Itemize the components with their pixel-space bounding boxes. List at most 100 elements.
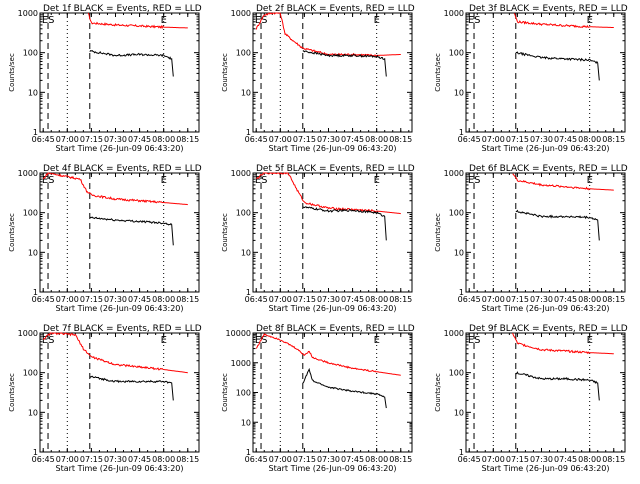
marker-label: ES <box>42 175 55 186</box>
plot-frame <box>39 12 200 133</box>
panel-title: Det 1f BLACK = Events, RED = LLD <box>43 4 202 14</box>
x-tick-label: 07:45 <box>128 455 151 464</box>
x-tick-label: 07:30 <box>104 455 127 464</box>
y-tick-label: 1000 <box>231 169 251 178</box>
x-axis-label: Start Time (26-Jun-09 06:43:20) <box>269 144 397 153</box>
panel-det-5: Det 5f BLACK = Events, RED = LLD 1 10 100 10… <box>221 164 415 313</box>
series-events-line <box>515 371 600 401</box>
x-tick-label: 07:45 <box>341 455 364 464</box>
y-tick-label: 1000 <box>444 329 464 338</box>
x-tick-label: 07:15 <box>80 135 103 144</box>
x-tick-label: 07:30 <box>317 455 340 464</box>
x-tick-label: 07:45 <box>554 135 577 144</box>
x-tick-label: 07:30 <box>530 455 553 464</box>
x-tick-label: 07:00 <box>482 295 505 304</box>
x-tick-label: 07:45 <box>341 295 364 304</box>
plot-frame <box>252 332 413 453</box>
x-tick-label: 08:15 <box>176 295 199 304</box>
y-axis-label: Counts/sec <box>434 213 442 252</box>
y-tick-label: 1 <box>246 288 251 297</box>
y-tick-label: 100 <box>23 209 38 218</box>
x-tick-label: 06:45 <box>32 135 55 144</box>
x-axis-label: Start Time (26-Jun-09 06:43:20) <box>269 304 397 313</box>
x-tick-label: 08:15 <box>602 295 625 304</box>
marker-label: ES <box>255 175 268 186</box>
x-tick-label: 07:45 <box>341 135 364 144</box>
x-tick-label: 07:45 <box>554 295 577 304</box>
x-tick-label: 07:00 <box>482 135 505 144</box>
panel-det-7: Det 7f BLACK = Events, RED = LLD 1 10 100 10… <box>8 324 202 473</box>
x-tick-label: 07:30 <box>530 295 553 304</box>
y-tick-label: 1000 <box>231 9 251 18</box>
panel-title: Det 3f BLACK = Events, RED = LLD <box>469 4 628 14</box>
plot-frame <box>465 332 626 453</box>
y-axis-label: Counts/sec <box>434 53 442 92</box>
x-tick-label: 07:00 <box>482 455 505 464</box>
y-tick-label: 1 <box>33 128 38 137</box>
x-tick-label: 08:00 <box>152 455 175 464</box>
x-tick-label: 06:45 <box>458 455 481 464</box>
x-tick-label: 07:15 <box>506 295 529 304</box>
series-lld-line <box>87 12 188 30</box>
y-tick-label: 1000 <box>231 359 251 368</box>
x-tick-label: 08:00 <box>578 295 601 304</box>
x-axis-label: Start Time (26-Jun-09 06:43:20) <box>482 144 610 153</box>
x-tick-label: 06:45 <box>458 295 481 304</box>
y-tick-label: 1 <box>33 288 38 297</box>
series-lld-line <box>256 172 401 215</box>
x-tick-label: 07:30 <box>104 295 127 304</box>
x-tick-label: 08:00 <box>365 295 388 304</box>
series-events-line <box>89 216 174 246</box>
series-lld-line <box>42 172 188 206</box>
marker-label: ES <box>42 335 55 346</box>
x-tick-label: 08:15 <box>602 455 625 464</box>
y-tick-label: 1 <box>246 448 251 457</box>
x-axis-label: Start Time (26-Jun-09 06:43:20) <box>482 464 610 473</box>
x-tick-label: 08:15 <box>389 295 412 304</box>
y-tick-label: 100 <box>449 369 464 378</box>
x-tick-label: 08:15 <box>602 135 625 144</box>
marker-label: E <box>161 335 167 346</box>
x-tick-label: 08:00 <box>365 135 388 144</box>
x-tick-label: 07:15 <box>293 455 316 464</box>
y-tick-label: 10 <box>454 408 464 417</box>
marker-label: E <box>374 15 380 26</box>
x-tick-label: 07:15 <box>293 135 316 144</box>
y-axis-label: Counts/sec <box>221 213 229 252</box>
y-tick-label: 1 <box>246 128 251 137</box>
y-tick-label: 100 <box>236 209 251 218</box>
x-tick-label: 07:30 <box>317 295 340 304</box>
y-axis-label: Counts/sec <box>434 373 442 412</box>
y-tick-label: 10 <box>28 88 38 97</box>
plot-frame <box>39 172 200 293</box>
x-tick-label: 07:00 <box>56 295 79 304</box>
plot-frame <box>39 332 200 453</box>
series-events-line <box>89 375 174 401</box>
y-tick-label: 10 <box>28 248 38 257</box>
x-tick-label: 07:00 <box>269 135 292 144</box>
y-axis-label: Counts/sec <box>221 373 229 412</box>
panel-det-3: Det 3f BLACK = Events, RED = LLD 1 10 100 10… <box>434 4 628 153</box>
y-tick-label: 10000 <box>226 329 251 338</box>
panel-det-4: Det 4f BLACK = Events, RED = LLD 1 10 100 10… <box>8 164 202 313</box>
series-events-line <box>515 209 600 241</box>
series-lld-line <box>512 332 614 355</box>
marker-label: ES <box>42 15 55 26</box>
marker-label: E <box>374 335 380 346</box>
x-tick-label: 08:15 <box>176 455 199 464</box>
y-tick-label: 1000 <box>18 329 38 338</box>
panel-title: Det 2f BLACK = Events, RED = LLD <box>256 4 415 14</box>
x-tick-label: 06:45 <box>245 135 268 144</box>
plot-frame <box>465 12 626 133</box>
x-tick-label: 08:00 <box>578 455 601 464</box>
y-tick-label: 100 <box>236 389 251 398</box>
marker-label: E <box>587 15 593 26</box>
panel-title: Det 6f BLACK = Events, RED = LLD <box>469 164 628 174</box>
y-tick-label: 100 <box>449 49 464 58</box>
marker-label: ES <box>468 15 481 26</box>
y-tick-label: 10 <box>454 88 464 97</box>
x-tick-label: 07:30 <box>104 135 127 144</box>
y-tick-label: 1000 <box>444 9 464 18</box>
panel-title: Det 7f BLACK = Events, RED = LLD <box>43 324 202 334</box>
